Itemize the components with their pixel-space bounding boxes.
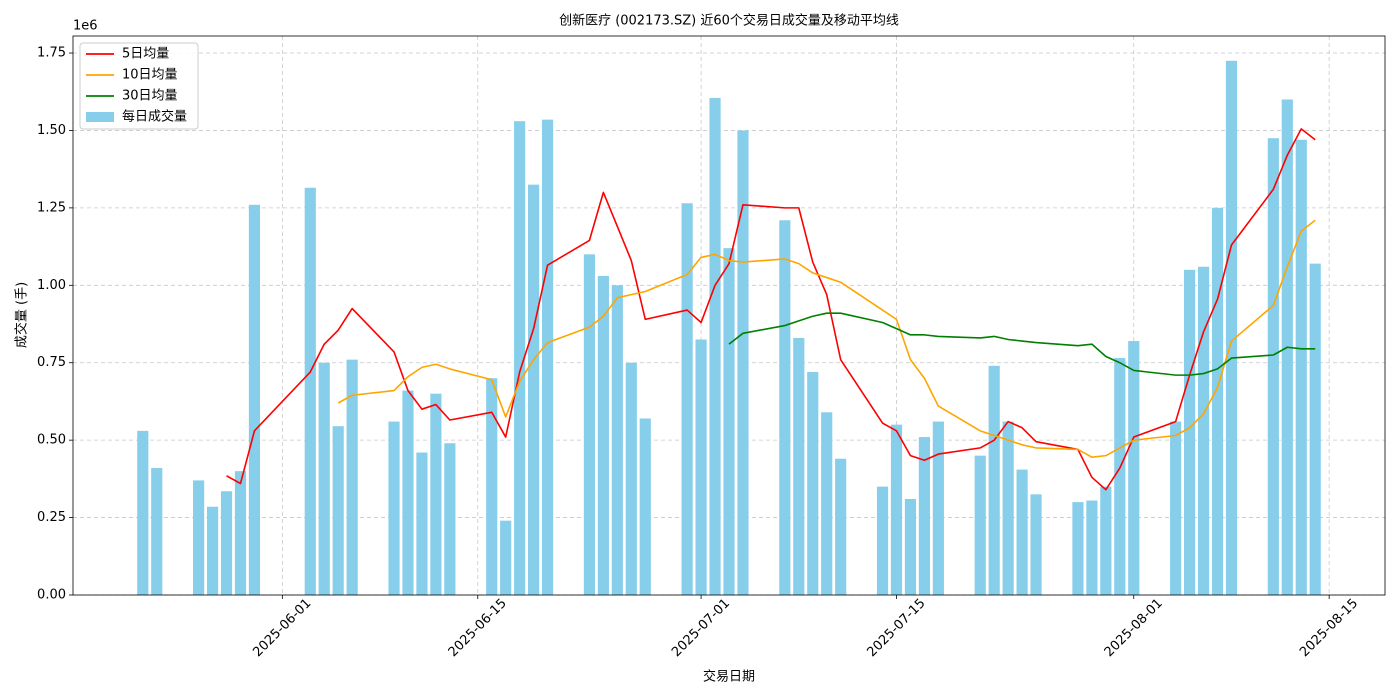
bar [723,248,735,595]
bar [974,455,986,595]
legend-box [79,42,199,130]
bar [932,421,944,595]
x-tick-label: 2025-07-15 [864,596,928,660]
bar [1211,207,1224,595]
bar [234,471,247,595]
line [337,219,1316,458]
x-axis-label: 交易日期 [703,669,755,685]
x-tick-label: 2025-06-15 [446,596,510,660]
y-tick-label: 0.75 [37,355,66,370]
bar [1267,138,1279,595]
bar [193,480,205,595]
y-tick-label: 0.00 [37,588,66,603]
bar [918,437,930,595]
bar [1128,341,1140,595]
x-tick-label: 2025-07-01 [669,596,733,660]
bar [737,130,749,595]
bar [1114,358,1126,595]
line [728,312,1316,376]
bar [1030,494,1042,595]
x-tick-label: 2025-08-15 [1297,596,1361,660]
legend-label: 10日均量 [122,68,178,83]
legend-label: 每日成交量 [122,109,187,125]
bar [821,412,833,595]
legend-label: 5日均量 [122,47,169,62]
bar [248,204,261,595]
y-tick-label: 1.75 [37,46,66,61]
bar [528,184,540,595]
plot-frame [72,35,1386,596]
bar [137,430,149,595]
bar [695,339,707,595]
y-tick-label: 0.25 [37,510,66,525]
bar [583,254,596,595]
bar [876,486,889,595]
y-offset-label: 1e6 [73,19,98,34]
bar [346,359,358,595]
bar [904,498,917,595]
bar [779,220,791,596]
y-tick-label: 1.50 [37,123,66,138]
bar [486,378,498,595]
bar [1086,500,1098,595]
legend-swatch [86,112,114,122]
legend-label: 30日均量 [122,89,178,104]
bar [220,491,233,595]
y-tick-label: 1.25 [37,200,66,215]
bar [1225,60,1238,595]
bar [402,390,414,595]
bar [625,362,637,595]
y-tick-label: 0.50 [37,433,66,448]
bar [681,203,693,595]
bar [988,365,1000,595]
bar [444,443,456,595]
bar [541,119,554,595]
x-tick-label: 2025-06-01 [250,596,314,660]
bar [332,426,344,595]
bar [1100,486,1112,595]
y-axis-label: 成交量 (手) [14,282,30,348]
bar [514,121,526,596]
bar [500,520,512,595]
bar [807,372,819,595]
bar [1184,269,1196,595]
bar [1295,139,1307,595]
bar [1170,421,1182,595]
chart-title: 创新医疗 (002173.SZ) 近60个交易日成交量及移动平均线 [559,13,899,29]
bar [835,458,847,595]
bar [890,424,903,595]
bar [639,418,651,595]
bar [1072,502,1084,595]
bar [611,285,623,595]
bar [1016,469,1028,595]
bar [597,276,609,595]
x-tick-label: 2025-08-01 [1102,596,1166,660]
bar [151,468,163,595]
bar [388,421,400,595]
bar [709,97,721,595]
bar [430,393,442,595]
bar [1002,421,1014,595]
bar [1197,266,1210,595]
bar [304,187,316,596]
y-tick-label: 1.00 [37,278,66,293]
bar [416,452,428,595]
bar [1309,263,1321,595]
bar [793,337,805,595]
bar [206,506,219,595]
bar [318,362,330,595]
